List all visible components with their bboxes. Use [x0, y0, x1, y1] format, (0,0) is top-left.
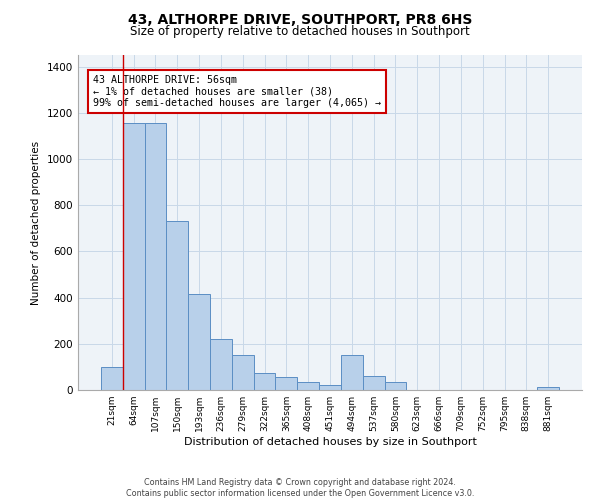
Bar [275, 378, 297, 390]
Bar [145, 123, 166, 390]
Text: Contains HM Land Registry data © Crown copyright and database right 2024.
Contai: Contains HM Land Registry data © Crown c… [126, 478, 474, 498]
Bar [188, 294, 210, 390]
Bar [254, 372, 275, 390]
Bar [297, 382, 319, 390]
Bar [363, 376, 385, 390]
Bar [319, 386, 341, 390]
Bar [210, 339, 232, 390]
Text: 43, ALTHORPE DRIVE, SOUTHPORT, PR8 6HS: 43, ALTHORPE DRIVE, SOUTHPORT, PR8 6HS [128, 12, 472, 26]
Bar [232, 356, 254, 390]
Text: Size of property relative to detached houses in Southport: Size of property relative to detached ho… [130, 25, 470, 38]
Y-axis label: Number of detached properties: Number of detached properties [31, 140, 41, 304]
Bar [123, 123, 145, 390]
Bar [166, 222, 188, 390]
Text: 43 ALTHORPE DRIVE: 56sqm
← 1% of detached houses are smaller (38)
99% of semi-de: 43 ALTHORPE DRIVE: 56sqm ← 1% of detache… [93, 75, 381, 108]
Bar [385, 382, 406, 390]
Bar [341, 356, 363, 390]
Bar [101, 367, 123, 390]
X-axis label: Distribution of detached houses by size in Southport: Distribution of detached houses by size … [184, 437, 476, 447]
Bar [537, 386, 559, 390]
